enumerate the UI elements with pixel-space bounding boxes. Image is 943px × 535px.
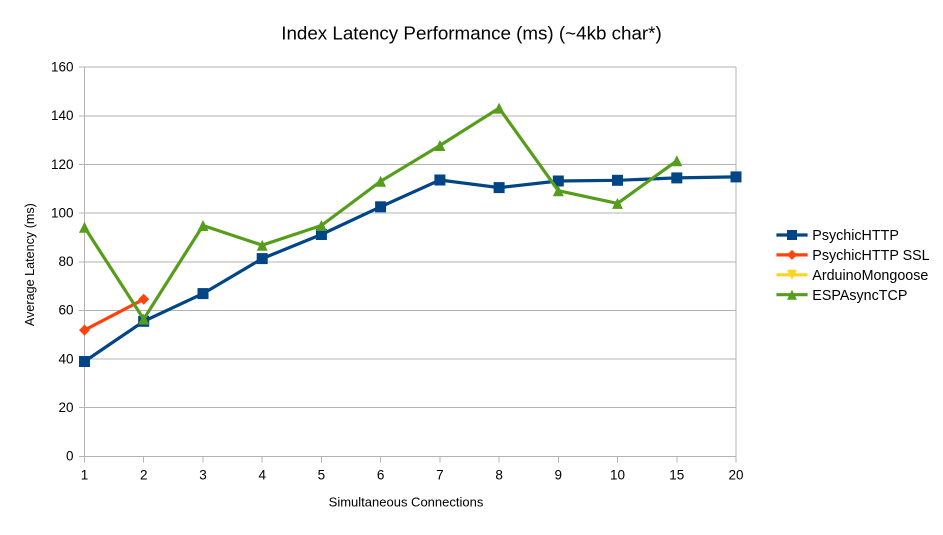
svg-text:Index Latency Performance (ms): Index Latency Performance (ms) (~4kb cha… — [281, 23, 661, 44]
svg-text:6: 6 — [377, 467, 385, 482]
svg-text:2: 2 — [140, 467, 148, 482]
svg-text:Simultaneous Connections: Simultaneous Connections — [329, 495, 484, 510]
svg-text:PsychicHTTP: PsychicHTTP — [812, 228, 899, 244]
svg-text:Average Latency (ms): Average Latency (ms) — [23, 203, 37, 326]
svg-text:60: 60 — [58, 303, 73, 318]
svg-text:8: 8 — [495, 467, 503, 482]
svg-text:ArduinoMongoose: ArduinoMongoose — [812, 268, 928, 284]
svg-text:3: 3 — [199, 467, 207, 482]
svg-text:1: 1 — [81, 467, 89, 482]
svg-text:7: 7 — [436, 467, 444, 482]
svg-text:15: 15 — [669, 467, 684, 482]
svg-text:ESPAsyncTCP: ESPAsyncTCP — [812, 288, 907, 304]
svg-text:100: 100 — [51, 205, 74, 220]
svg-text:80: 80 — [58, 254, 73, 269]
svg-text:5: 5 — [318, 467, 326, 482]
svg-text:PsychicHTTP SSL: PsychicHTTP SSL — [812, 248, 929, 264]
svg-text:120: 120 — [51, 157, 74, 172]
svg-text:9: 9 — [555, 467, 563, 482]
svg-text:160: 160 — [51, 60, 74, 75]
svg-text:4: 4 — [258, 467, 266, 482]
svg-text:40: 40 — [58, 351, 73, 366]
svg-text:20: 20 — [728, 467, 743, 482]
svg-text:10: 10 — [610, 467, 625, 482]
svg-text:0: 0 — [66, 449, 74, 464]
svg-text:20: 20 — [58, 400, 73, 415]
svg-text:140: 140 — [51, 108, 74, 123]
